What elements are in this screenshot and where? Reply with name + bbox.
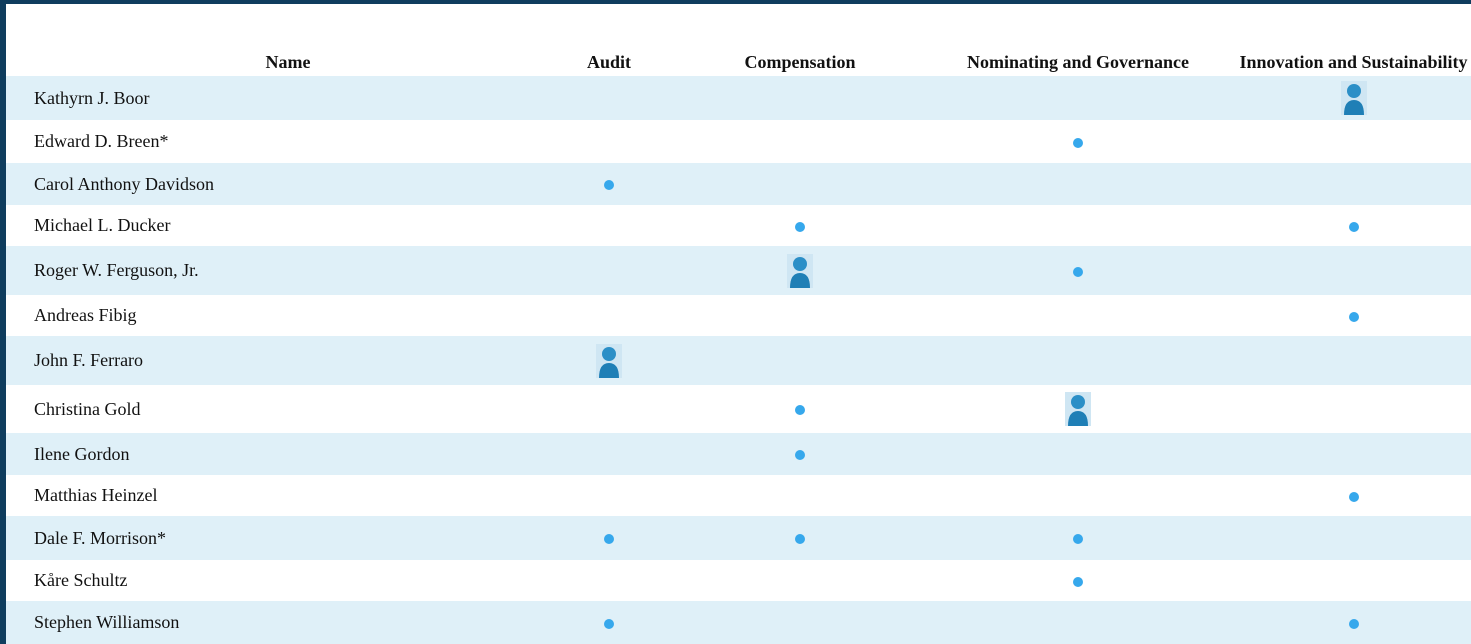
member-dot (1348, 221, 1359, 232)
header-cell: Name (265, 52, 311, 72)
name-cell: Roger W. Ferguson, Jr. (6, 246, 570, 295)
chair-icon (787, 253, 813, 288)
member-dot (604, 618, 614, 629)
chair-icon (1065, 392, 1091, 426)
member-dot (1073, 576, 1083, 587)
header-cell: Innovation and Sustainability (1239, 52, 1468, 72)
chair-icon (596, 343, 622, 378)
member-dot (1073, 534, 1083, 545)
member-dot (795, 405, 805, 416)
committee-table: Name Audit Compensation Nominating and G… (6, 4, 1471, 644)
header-cell: Compensation (744, 52, 856, 72)
name-cell: Kåre Schultz (34, 570, 128, 590)
name-cell: Carol Anthony Davidson (6, 163, 570, 205)
name-cell: Edward D. Breen* (34, 131, 169, 151)
name-cell: Andreas Fibig (34, 305, 137, 325)
member-dot (1073, 137, 1083, 148)
member-dot (1348, 618, 1359, 629)
name-cell: John F. Ferraro (6, 336, 570, 385)
member-dot (795, 534, 805, 545)
name-cell: Kathyrn J. Boor (6, 76, 570, 120)
name-cell: Christina Gold (34, 398, 141, 419)
name-cell: Dale F. Morrison* (6, 516, 570, 560)
member-dot (1348, 491, 1359, 502)
name-cell: Matthias Heinzel (34, 485, 158, 505)
name-cell: Stephen Williamson (6, 601, 570, 644)
member-dot (604, 534, 614, 545)
member-dot (604, 180, 614, 191)
name-cell: Ilene Gordon (6, 433, 570, 475)
member-dot (1348, 311, 1359, 322)
name-cell: Michael L. Ducker (34, 215, 171, 235)
chair-icon (1340, 81, 1367, 115)
header-cell: Audit (586, 52, 631, 72)
member-dot (795, 221, 805, 232)
member-dot (1073, 266, 1083, 277)
member-dot (795, 450, 805, 461)
header-row: Name Audit Compensation Nominating and G… (6, 4, 1471, 76)
header-cell: Nominating and Governance (966, 52, 1189, 72)
